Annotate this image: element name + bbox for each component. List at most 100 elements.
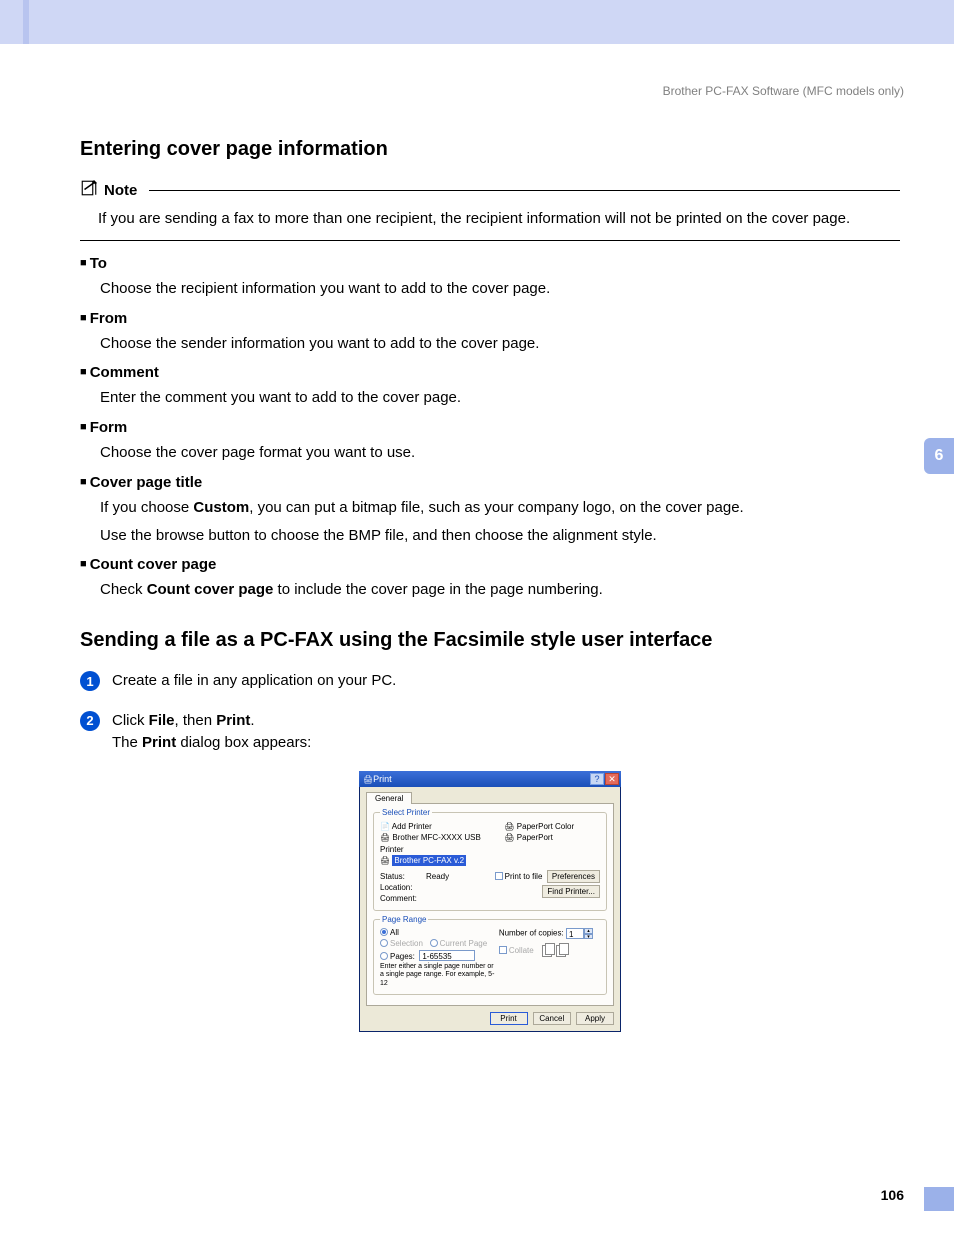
- item-body-cover-title-1: If you choose Custom, you can put a bitm…: [100, 497, 900, 519]
- radio-current-label: Current Page: [440, 939, 488, 948]
- collate-label: Collate: [509, 946, 534, 955]
- printer-icon: 🖨: [363, 775, 373, 784]
- page-content: Entering cover page information Note If …: [80, 138, 900, 1032]
- item-head-cover-title: Cover page title: [80, 474, 900, 491]
- copies-value[interactable]: 1: [566, 928, 584, 939]
- radio-selection-label: Selection: [390, 939, 423, 948]
- printer-item-2[interactable]: 🖨 PaperPort Color: [504, 821, 574, 832]
- dialog-footer: Print Cancel Apply: [366, 1012, 614, 1025]
- print-dialog: 🖨 Print ? ✕ General Select Printer 📄 Add…: [359, 771, 621, 1032]
- step-badge-1: 1: [80, 671, 100, 691]
- printer-selected-label: Brother PC-FAX v.2: [392, 855, 466, 866]
- print-to-file-label: Print to file: [505, 872, 543, 881]
- cancel-button[interactable]: Cancel: [533, 1012, 571, 1025]
- copies-label: Number of copies:: [499, 929, 564, 938]
- item-head-count: Count cover page: [80, 556, 900, 573]
- step2-dot: .: [250, 712, 254, 729]
- item-head-from: From: [80, 310, 900, 327]
- chapter-number: 6: [935, 447, 944, 465]
- step2-print: Print: [216, 712, 250, 729]
- top-band: [0, 0, 954, 44]
- step2-line2-bold: Print: [142, 734, 176, 751]
- print-button[interactable]: Print: [490, 1012, 528, 1025]
- cover-title-pre: If you choose: [100, 499, 193, 516]
- radio-pages[interactable]: [380, 952, 388, 960]
- printer-list[interactable]: 📄 Add Printer 🖨 Brother MFC-XXXX USB Pri…: [380, 821, 600, 866]
- print-to-file-checkbox[interactable]: [495, 872, 503, 880]
- preferences-button[interactable]: Preferences: [547, 870, 600, 883]
- step-2-text: Click File, then Print. The Print dialog…: [112, 710, 311, 754]
- item-body-form: Choose the cover page format you want to…: [100, 442, 900, 464]
- dialog-panel: Select Printer 📄 Add Printer 🖨 Brother M…: [366, 803, 614, 1006]
- count-post: to include the cover page in the page nu…: [273, 581, 602, 598]
- section-title-sending: Sending a file as a PC-FAX using the Fac…: [80, 629, 900, 652]
- count-pre: Check: [100, 581, 147, 598]
- step2-then: , then: [175, 712, 217, 729]
- step2-click: Click: [112, 712, 149, 729]
- note-block: Note If you are sending a fax to more th…: [80, 179, 900, 241]
- header-context: Brother PC-FAX Software (MFC models only…: [663, 84, 904, 98]
- item-body-cover-title-2: Use the browse button to choose the BMP …: [100, 525, 900, 547]
- radio-selection: [380, 939, 388, 947]
- note-icon: [80, 179, 98, 202]
- item-head-form: Form: [80, 419, 900, 436]
- step2-line2-post: dialog box appears:: [176, 734, 311, 751]
- collate-checkbox: [499, 946, 507, 954]
- close-button[interactable]: ✕: [605, 773, 619, 785]
- apply-button[interactable]: Apply: [576, 1012, 614, 1025]
- dialog-title: Print: [373, 774, 589, 784]
- item-body-to: Choose the recipient information you wan…: [100, 278, 900, 300]
- item-body-count: Check Count cover page to include the co…: [100, 579, 900, 601]
- count-bold: Count cover page: [147, 581, 274, 598]
- printer-item-3[interactable]: 🖨 PaperPort: [504, 832, 574, 843]
- dialog-titlebar: 🖨 Print ? ✕: [359, 771, 621, 787]
- top-band-accent: [23, 0, 29, 44]
- printer-add[interactable]: 📄 Add Printer: [380, 821, 494, 832]
- radio-current: [430, 939, 438, 947]
- help-button[interactable]: ?: [590, 773, 604, 785]
- note-rule: [149, 190, 900, 191]
- radio-all[interactable]: [380, 928, 388, 936]
- page-number: 106: [881, 1187, 904, 1203]
- step2-line2-pre: The: [112, 734, 142, 751]
- steps: 1 Create a file in any application on yo…: [80, 670, 900, 753]
- chapter-tab: 6: [924, 438, 954, 474]
- comment-label: Comment:: [380, 894, 422, 903]
- item-body-comment: Enter the comment you want to add to the…: [100, 387, 900, 409]
- pages-input[interactable]: 1-65535: [419, 950, 475, 961]
- radio-pages-label: Pages:: [390, 952, 415, 961]
- step-1-text: Create a file in any application on your…: [112, 670, 396, 692]
- item-body-from: Choose the sender information you want t…: [100, 333, 900, 355]
- tab-general[interactable]: General: [366, 792, 412, 804]
- item-head-to: To: [80, 255, 900, 272]
- printer-item-1[interactable]: 🖨 Brother MFC-XXXX USB Printer: [380, 832, 494, 854]
- item-head-comment: Comment: [80, 364, 900, 381]
- section-title-entering: Entering cover page information: [80, 138, 900, 161]
- copies-spinner[interactable]: 1 ▴▾: [566, 928, 593, 939]
- cover-title-bold: Custom: [193, 499, 249, 516]
- page-number-bar: [924, 1187, 954, 1211]
- definition-list: To Choose the recipient information you …: [80, 255, 900, 601]
- printer-item-2-label: PaperPort Color: [517, 822, 574, 831]
- step-2: 2 Click File, then Print. The Print dial…: [80, 710, 900, 754]
- find-printer-button[interactable]: Find Printer...: [542, 885, 600, 898]
- group-select-printer-label: Select Printer: [380, 808, 432, 817]
- note-divider: [80, 240, 900, 241]
- dialog-body: General Select Printer 📄 Add Printer 🖨 B…: [359, 787, 621, 1032]
- step2-file: File: [149, 712, 175, 729]
- group-select-printer: Select Printer 📄 Add Printer 🖨 Brother M…: [373, 808, 607, 911]
- note-body: If you are sending a fax to more than on…: [98, 208, 900, 230]
- radio-all-label: All: [390, 928, 399, 937]
- printer-add-label: Add Printer: [392, 822, 432, 831]
- pages-hint: Enter either a single page number or a s…: [380, 963, 494, 988]
- printer-item-3-label: PaperPort: [517, 833, 553, 842]
- note-label: Note: [104, 182, 137, 199]
- step-1: 1 Create a file in any application on yo…: [80, 670, 900, 692]
- group-page-range-label: Page Range: [380, 915, 428, 924]
- spin-down-icon[interactable]: ▾: [584, 934, 593, 940]
- printer-item-1-label: Brother MFC-XXXX USB Printer: [380, 833, 481, 853]
- status-value: Ready: [426, 872, 449, 881]
- location-label: Location:: [380, 883, 422, 892]
- group-page-range: Page Range All Selection Current Page Pa…: [373, 915, 607, 995]
- printer-item-selected[interactable]: 🖨 Brother PC-FAX v.2: [380, 855, 494, 866]
